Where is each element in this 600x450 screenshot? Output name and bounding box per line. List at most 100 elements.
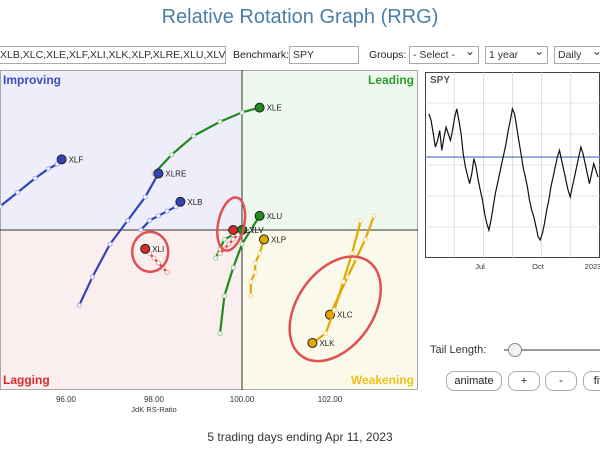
lagging-quadrant (0, 230, 242, 390)
head-point-xlre (153, 168, 164, 179)
series-xlf: XLF (0, 154, 84, 209)
leading-quadrant (242, 70, 418, 230)
point-label-xlf: XLF (69, 155, 84, 164)
x-tick-label: 98.00 (144, 395, 165, 404)
tail-point-xlc (362, 236, 368, 242)
head-point-xlk (307, 337, 318, 348)
series-xlp: XLP (248, 234, 286, 299)
tail-point-xle (169, 152, 175, 158)
improving-label: Improving (3, 73, 61, 87)
head-point-xlu (254, 210, 265, 221)
tail-point-xlp (248, 293, 254, 299)
tail-point-xlk (358, 218, 364, 224)
series-xlb: XLB (138, 196, 203, 233)
benchmark-input[interactable]: SPY (289, 46, 359, 64)
tail-point-xlb (173, 203, 179, 209)
benchmark-label: Benchmark: (233, 49, 290, 61)
tail-point-xlb (147, 218, 153, 224)
mini-chart-title: SPY (430, 75, 450, 86)
tail-xle (152, 106, 261, 175)
tail-length-slider[interactable] (508, 343, 522, 357)
rrg-chart[interactable]: Leading Weakening Lagging Improving 96.00 98.… (0, 70, 420, 420)
tail-point-xli (164, 269, 170, 275)
x-tick-label: 96.00 (56, 395, 77, 404)
frequency-select[interactable]: Daily (554, 46, 600, 64)
tail-point-xli (147, 251, 153, 257)
tail-point-xli (151, 255, 157, 261)
tail-point-xlp (248, 279, 254, 285)
tail-point-xlf (0, 203, 3, 209)
tail-point-xlb (155, 213, 161, 219)
tail-point-xlu (230, 265, 236, 271)
fit-button[interactable]: fit (583, 371, 600, 391)
series-xlu: XLU (217, 210, 283, 337)
tail-point-xlre (107, 241, 113, 247)
tail-xlk (311, 219, 362, 345)
symbols-input[interactable]: XLB,XLC,XLE,XLF,XLI,XLK,XLP,XLRE,XLU,XLV… (0, 46, 226, 64)
head-point-xlb (175, 196, 186, 207)
tail-point-xlre (76, 302, 82, 308)
tail-point-xlre (89, 274, 95, 280)
tail-point-xlb (164, 208, 170, 214)
mini-price-line (428, 106, 599, 242)
tail-length-track[interactable] (504, 349, 600, 351)
head-point-xli (140, 243, 151, 254)
tail-point-xlp (257, 251, 263, 257)
tail-point-xlu (248, 227, 254, 233)
tail-point-xlk (323, 331, 329, 337)
tail-point-xly (217, 251, 223, 257)
tail-point-xle (191, 133, 197, 139)
tail-point-xlre (125, 218, 131, 224)
weakening-label: Weakening (351, 373, 414, 387)
page-title: Relative Rotation Graph (RRG) (161, 6, 439, 28)
series-xle: XLE (151, 102, 282, 177)
tail-point-xlp (252, 269, 258, 275)
point-label-xli: XLI (152, 245, 164, 254)
tail-point-xlk (340, 279, 346, 285)
point-label-xlk: XLK (319, 339, 335, 348)
tail-point-xlu (221, 293, 227, 299)
head-point-xlp (259, 234, 269, 245)
lagging-label: Lagging (3, 373, 50, 387)
animate-button[interactable]: animate (446, 371, 502, 391)
groups-select[interactable]: - Select - (409, 46, 479, 64)
minus-button[interactable]: - (545, 371, 577, 391)
period-select[interactable]: 1 year (485, 46, 548, 64)
tail-point-xlc (371, 213, 377, 219)
series-xlk: XLK (307, 218, 364, 348)
tail-point-xlu (217, 331, 223, 337)
point-label-xlb: XLB (187, 198, 202, 207)
tail-point-xle (217, 119, 223, 125)
x-tick-label: 102.00 (318, 395, 343, 404)
mini-x-tick-label: Jul (475, 262, 485, 271)
tail-point-xly (235, 232, 241, 238)
highlight-circle-xly (216, 196, 247, 252)
tail-point-xle (239, 109, 245, 115)
highlight-circle-xlc-xlk (288, 255, 383, 363)
tail-point-xlb (138, 227, 144, 233)
mini-x-tick-label: 2023 (585, 262, 600, 271)
series-xlv: XLV (213, 225, 264, 261)
leading-label: Leading (368, 73, 414, 87)
footer-note: 5 trading days ending Apr 11, 2023 (207, 430, 393, 444)
tail-xlre (78, 172, 160, 307)
tail-point-xlk (349, 251, 355, 257)
point-label-xlu: XLU (267, 212, 283, 221)
point-label-xle: XLE (267, 104, 282, 113)
point-label-xlre: XLRE (165, 170, 186, 179)
tail-point-xlf (15, 189, 21, 195)
head-point-xlf (56, 154, 67, 165)
plus-button[interactable]: + (508, 371, 540, 391)
tail-point-xlk (331, 307, 337, 313)
tail-point-xlu (239, 241, 245, 247)
tail-point-xlv (221, 236, 227, 242)
tail-point-xlf (32, 175, 38, 181)
tail-point-xlv (213, 255, 219, 261)
point-label-xlc: XLC (337, 311, 353, 320)
head-point-xle (254, 102, 265, 113)
tail-length-label: Tail Length: (430, 344, 487, 356)
point-label-xlv: XLV (249, 226, 264, 235)
point-label-xlp: XLP (271, 235, 286, 244)
tail-point-xlre (142, 194, 148, 200)
x-tick-label: 100.00 (230, 395, 255, 404)
